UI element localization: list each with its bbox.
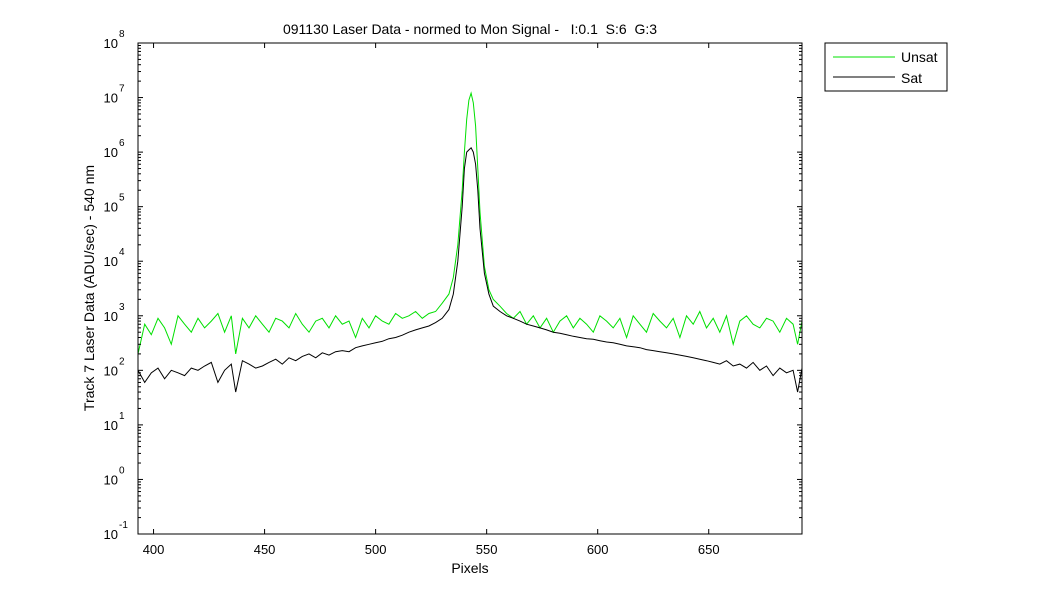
y-tick-exponent: 2: [119, 356, 125, 367]
y-tick-label: 10: [104, 145, 118, 160]
x-tick-label: 500: [365, 542, 387, 557]
x-tick-label: 600: [587, 542, 609, 557]
legend-label-unsat: Unsat: [901, 49, 938, 65]
y-tick-label: 10: [104, 200, 118, 215]
y-tick-exponent: 7: [119, 84, 125, 95]
y-tick-label: 10: [104, 254, 118, 269]
y-tick-exponent: -1: [119, 520, 128, 531]
series-line-sat: [137, 146, 803, 393]
y-tick-label: 10: [104, 309, 118, 324]
y-tick-exponent: 5: [119, 193, 125, 204]
x-tick-label: 550: [476, 542, 498, 557]
series-line-unsat: [137, 91, 803, 355]
y-tick-label: 10: [104, 418, 118, 433]
y-tick-exponent: 4: [119, 247, 125, 258]
y-tick-label: 10: [104, 91, 118, 106]
y-tick-exponent: 3: [119, 302, 125, 313]
y-tick-exponent: 6: [119, 138, 125, 149]
plot-area: [138, 43, 802, 534]
y-tick-exponent: 0: [119, 465, 125, 476]
series-layer: [137, 91, 803, 393]
y-tick-label: 10: [104, 527, 118, 542]
x-axis-label: Pixels: [451, 560, 488, 576]
y-tick-label: 10: [104, 472, 118, 487]
y-tick-label: 10: [104, 36, 118, 51]
y-tick-exponent: 1: [119, 411, 125, 422]
chart-title: 091130 Laser Data - normed to Mon Signal…: [283, 21, 657, 37]
legend-box: [824, 42, 948, 92]
plot-frame: [137, 42, 803, 535]
x-tick-label: 650: [698, 542, 720, 557]
y-axis-label: Track 7 Laser Data (ADU/sec) - 540 nm: [81, 165, 97, 411]
x-tick-label: 450: [254, 542, 276, 557]
y-tick-label: 10: [104, 363, 118, 378]
legend: Unsat Sat: [824, 42, 948, 92]
x-axis-ticks: 400 450 500 550 600 650: [143, 43, 720, 557]
y-tick-exponent: 8: [119, 29, 125, 40]
legend-label-sat: Sat: [901, 70, 922, 86]
x-tick-label: 400: [143, 542, 165, 557]
